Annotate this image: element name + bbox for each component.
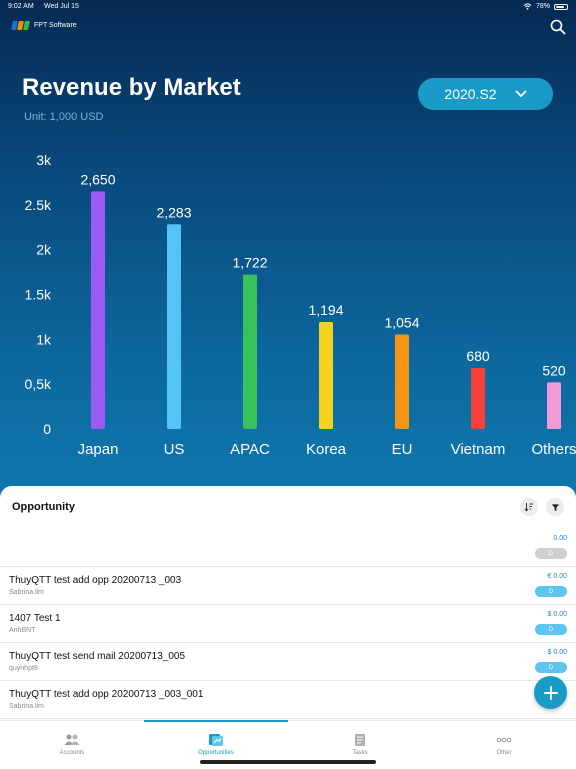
more-icon (496, 737, 512, 743)
bar-us (167, 224, 181, 429)
opportunity-name: ThuyQTT test add opp 20200713 _003 (9, 575, 182, 586)
x-category-label: Vietnam (451, 441, 506, 458)
fpt-logo-icon (11, 21, 30, 30)
x-category-label: Others (531, 441, 576, 458)
sort-button[interactable] (520, 498, 538, 516)
battery-icon (554, 3, 568, 10)
search-button[interactable] (550, 19, 566, 35)
revenue-hero: 9:02 AM Wed Jul 15 78% FPT Software Reve… (0, 0, 576, 500)
status-badge: D (535, 586, 567, 597)
add-opportunity-button[interactable] (534, 676, 567, 709)
opportunity-owner: Sabrina.lim (9, 703, 45, 710)
bar-apac (243, 274, 257, 429)
bar-value-label: 680 (466, 348, 490, 364)
opportunity-amount: $ 0.00 (547, 649, 567, 656)
y-tick-label: 1.5k (25, 287, 52, 303)
opportunity-owner: quynhpt8 (9, 665, 38, 672)
opportunity-row[interactable]: ThuyQTT test add opp 20200713 _003 Sabrin… (0, 567, 576, 605)
bar-value-label: 2,650 (80, 171, 115, 187)
tab-tasks[interactable]: Tasks (288, 721, 432, 769)
battery-percent: 78% (535, 3, 550, 10)
bar-value-label: 1,194 (308, 302, 343, 318)
tab-accounts-label: Accounts (59, 750, 85, 756)
tab-opportunities[interactable]: Opportunities (144, 721, 288, 769)
opportunity-amount: 0.00 (553, 535, 567, 542)
tab-other[interactable]: Other (432, 721, 576, 769)
opportunity-title: Opportunity (12, 501, 75, 513)
x-category-label: US (164, 441, 185, 458)
y-tick-label: 0 (43, 421, 51, 437)
plus-icon (543, 685, 558, 700)
status-bar: 9:02 AM Wed Jul 15 78% (8, 3, 568, 15)
bar-others (547, 382, 561, 429)
x-category-label: EU (392, 441, 413, 458)
opportunity-row[interactable]: 0.00 D (0, 529, 576, 567)
wifi-icon (523, 3, 532, 10)
tab-tasks-label: Tasks (352, 750, 368, 756)
y-tick-label: 0,5k (25, 376, 52, 392)
y-tick-label: 3k (36, 152, 52, 168)
opportunity-list: 0.00 D ThuyQTT test add opp 20200713 _003 S… (0, 529, 576, 719)
tasks-icon (355, 734, 365, 746)
status-badge: D (535, 624, 567, 635)
brand-name: FPT Software (34, 22, 77, 29)
opportunity-row[interactable]: 1407 Test 1 AnhBNT $ 0.00 D (0, 605, 576, 643)
tab-opportunities-label: Opportunities (198, 750, 234, 756)
bar-korea (319, 321, 333, 429)
period-label: 2020.S2 (444, 86, 497, 102)
filter-icon (551, 503, 559, 511)
opportunity-name: 1407 Test 1 (9, 613, 61, 624)
opportunity-amount: € 0.00 (547, 573, 567, 580)
revenue-bar-chart: 0 0,5k 1k 1.5k 2k 2.5k 3k 2,650 Japan 2,283 US 1,72… (25, 152, 576, 458)
y-tick-label: 1k (36, 331, 52, 347)
y-tick-label: 2k (36, 242, 52, 258)
opportunity-name: ThuyQTT test send mail 20200713_005 (9, 651, 186, 662)
bar-value-label: 1,722 (232, 255, 267, 271)
x-category-label: APAC (230, 441, 270, 458)
status-date: Wed Jul 15 (44, 3, 79, 10)
chevron-down-icon (515, 90, 526, 98)
opportunity-name: ThuyQTT test add opp 20200713 _003_001 (9, 689, 204, 700)
filter-button[interactable] (546, 498, 564, 516)
status-badge: D (535, 662, 567, 673)
brand-logo: FPT Software (11, 21, 77, 30)
bar-value-label: 1,054 (384, 314, 419, 330)
bar-value-label: 2,283 (156, 204, 191, 220)
tab-other-label: Other (496, 750, 512, 756)
x-category-label: Korea (306, 441, 347, 458)
accounts-icon (64, 734, 80, 745)
opportunity-owner: AnhBNT (9, 627, 36, 634)
sort-icon (524, 503, 533, 512)
bar-vietnam (471, 368, 485, 429)
period-selector[interactable]: 2020.S2 (418, 78, 553, 110)
opportunity-owner: Sabrina.lim (9, 589, 45, 596)
status-time: 9:02 AM (8, 3, 34, 10)
bar-japan (91, 191, 105, 429)
opportunities-icon (209, 734, 223, 746)
unit-label: Unit: 1,000 USD (24, 111, 104, 123)
y-tick-label: 2.5k (25, 197, 52, 213)
bar-value-label: 520 (542, 362, 566, 378)
opportunity-row[interactable]: ThuyQTT test add opp 20200713 _003_001 Sa… (0, 681, 576, 719)
bar-eu (395, 334, 409, 429)
status-right: 78% (523, 3, 568, 10)
search-icon (550, 19, 566, 35)
page-title: Revenue by Market (22, 74, 241, 101)
x-category-label: Japan (78, 441, 119, 458)
tab-accounts[interactable]: Accounts (0, 721, 144, 769)
active-tab-indicator (144, 720, 288, 722)
status-badge: D (535, 548, 567, 559)
home-indicator (200, 760, 376, 764)
opportunity-amount: $ 0.00 (547, 611, 567, 618)
